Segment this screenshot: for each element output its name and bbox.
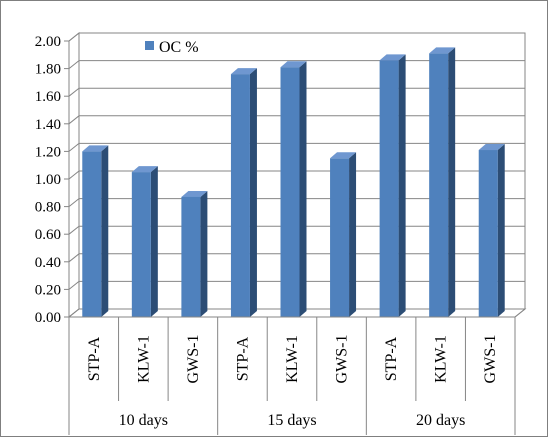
- bar-top: [379, 54, 406, 61]
- group-label: 10 days: [119, 412, 168, 429]
- y-tick-label: 0.00: [35, 310, 61, 326]
- bar-front: [181, 196, 201, 317]
- bar-side: [299, 61, 307, 317]
- category-label: GWS-1: [185, 335, 202, 384]
- bar-front: [478, 150, 498, 317]
- bar: [82, 145, 109, 317]
- bars: [82, 47, 505, 318]
- group-label: 20 days: [416, 412, 465, 429]
- x-axis: STP-A KLW-1 GWS-1 STP-A KLW-1 GWS-1 STP-A KLW-1…: [68, 308, 526, 435]
- bar: [478, 144, 505, 317]
- bar-top: [330, 152, 357, 159]
- bar-front: [131, 172, 151, 317]
- bar: [131, 166, 158, 317]
- gridline: [68, 142, 525, 152]
- bar-side: [398, 54, 406, 317]
- x-axis-depth: [514, 308, 526, 318]
- legend: OC %: [145, 39, 199, 56]
- gridline: [68, 308, 525, 318]
- bar-front: [379, 60, 399, 317]
- bar-top: [181, 190, 208, 197]
- category-label: STP-A: [383, 336, 400, 381]
- category-label: STP-A: [234, 336, 251, 381]
- group-label: 15 days: [267, 412, 316, 429]
- bar-side: [150, 166, 158, 317]
- bar-top: [82, 145, 109, 152]
- category-label: GWS-1: [334, 335, 351, 384]
- bar-front: [330, 158, 350, 317]
- y-axis: 0.00 0.20 0.40 0.60 0.80 1.00 1.20 1.40 1.60 1.80…: [35, 34, 70, 326]
- gridline: [68, 32, 525, 42]
- bar-top: [280, 61, 307, 68]
- category-label: KLW-1: [433, 335, 450, 383]
- bar: [230, 68, 257, 318]
- bar-front: [82, 151, 102, 317]
- bar: [429, 47, 456, 318]
- gridline: [68, 253, 525, 263]
- y-tick-label: 2.00: [35, 34, 61, 50]
- category-label: STP-A: [86, 336, 103, 381]
- bar-side: [448, 47, 456, 318]
- bar-side: [497, 144, 505, 317]
- bar: [280, 61, 307, 317]
- bar-front: [429, 53, 449, 318]
- y-tick-label: 1.60: [35, 89, 61, 105]
- bar-side: [101, 145, 109, 317]
- y-tick-label: 1.80: [35, 62, 61, 78]
- gridlines: [68, 32, 525, 318]
- bar-front: [230, 74, 250, 318]
- bar-top: [230, 68, 257, 75]
- category-label: KLW-1: [135, 335, 152, 383]
- bar: [330, 152, 357, 317]
- category-label: KLW-1: [284, 335, 301, 383]
- gridline: [68, 198, 525, 207]
- gridline: [68, 87, 525, 97]
- bar-side: [349, 152, 357, 317]
- gridline: [68, 280, 525, 290]
- bar-top: [131, 166, 158, 173]
- gridline: [68, 170, 525, 180]
- bar-top: [478, 144, 505, 151]
- gridline: [68, 60, 525, 69]
- bar: [181, 190, 208, 317]
- y-tick-label: 1.40: [35, 117, 61, 133]
- y-tick-label: 1.00: [35, 172, 61, 188]
- bar-front: [280, 67, 300, 317]
- y-tick-label: 1.20: [35, 144, 61, 160]
- bar-side: [249, 68, 257, 318]
- y-tick-label: 0.20: [35, 282, 61, 298]
- gridline: [68, 225, 525, 235]
- category-label: GWS-1: [482, 335, 499, 384]
- y-tick-label: 0.60: [35, 227, 61, 243]
- y-tick-label: 0.80: [35, 200, 61, 216]
- bar-top: [429, 47, 456, 54]
- legend-swatch: [145, 41, 154, 50]
- gridline: [68, 115, 525, 125]
- y-tick-label: 0.40: [35, 255, 61, 271]
- bar-side: [200, 190, 208, 317]
- bar: [379, 54, 406, 317]
- legend-label: OC %: [159, 39, 199, 56]
